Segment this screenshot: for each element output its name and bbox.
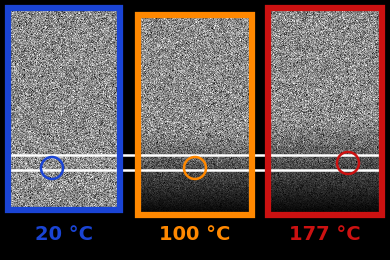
- Bar: [8, 8, 120, 210]
- Bar: [138, 15, 252, 215]
- Bar: [268, 8, 382, 215]
- Text: 20 °C: 20 °C: [35, 225, 93, 244]
- Text: 100 °C: 100 °C: [159, 225, 231, 244]
- Text: 177 °C: 177 °C: [289, 225, 361, 244]
